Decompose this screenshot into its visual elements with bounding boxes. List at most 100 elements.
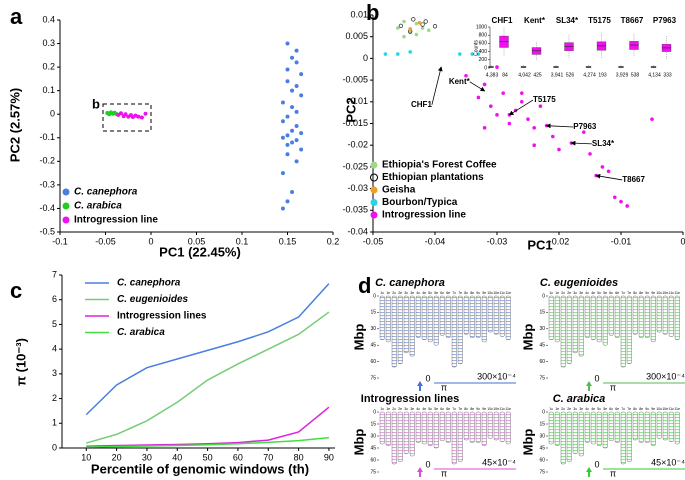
chromosome [644,295,650,338]
chromosome [475,411,481,443]
point [427,28,431,32]
scale-min: 0 [425,459,430,469]
point [285,79,290,84]
chromosome-label: 7e [458,407,462,411]
x-tick-label: 50 [203,452,213,462]
chromosome-label: 5e [603,291,607,295]
series-line [85,283,330,416]
legend-label: Introgression lines [117,311,207,322]
point [290,105,295,110]
inset-count: 425 [533,72,542,78]
inset-tick-label: 800 [479,33,488,39]
chromosome [650,295,656,343]
chromosome-label: 4e [422,407,426,411]
chromosome [433,411,439,449]
chromosome [499,295,505,337]
chromosome-label: 6e [446,407,450,411]
point [118,111,123,116]
chromosome [457,411,463,462]
point [408,27,413,31]
point [299,147,304,152]
point [396,26,400,30]
legend-label: Geisha [382,185,416,196]
point [123,112,128,117]
chromosome-label: 2e [398,291,402,295]
inset-count: 526 [566,72,575,78]
x-tick-label: 70 [263,452,273,462]
chromosome-label: 3e [410,407,414,411]
point [476,52,481,56]
y-tick-label: 15 [370,421,376,427]
chromosome-label: 6e [446,291,450,295]
y-tick-label: 30 [539,433,545,439]
zoom-label: b [92,96,100,111]
chromosome [397,411,403,462]
y-tick-label: -0.01 [347,96,368,106]
inset-tick-label: 1000 [476,24,487,30]
chromosome-label: 8e [639,291,643,295]
x-tick-label: 60 [233,452,243,462]
x-tick-label: -0.1 [52,236,68,246]
chromosome-label: 9e [651,407,655,411]
chromosome-label: 11c [668,407,674,411]
inset-count: 333 [663,72,672,78]
point [619,199,623,204]
inset-tick-label: 200 [479,57,488,63]
inset-count: 538 [631,72,640,78]
point [299,131,304,136]
point [507,121,512,126]
legend-swatch [62,216,70,224]
annotation-arrow [545,123,574,129]
chromosome [596,411,602,446]
y-tick-label: 60 [539,359,545,365]
point [420,22,425,27]
y-tick-label: 0.01 [350,9,368,19]
chromosome-label: 3c [404,291,408,295]
inset-tick-label: 0 [484,65,487,71]
point [383,52,388,56]
y-tick-label: 0 [542,293,545,299]
chromosome [415,295,421,338]
point [280,135,285,140]
chromosome-label: 7c [452,291,456,295]
chromosome-label: 5c [428,407,432,411]
point [294,60,299,65]
chromosome-label: 9c [476,291,480,295]
y-tick-label: 15 [539,310,545,316]
legend-swatch [370,161,378,169]
chromosome [620,411,626,465]
chromosome-label: 9c [645,407,649,411]
point [290,128,295,133]
x-tick-label: -0.01 [611,236,632,246]
chromosome-label: 5c [597,291,601,295]
chromosome [475,295,481,338]
chromosome [415,411,421,443]
point [423,19,428,24]
karyotype-title: C. eugenioides [540,277,618,289]
y-tick-label: 2 [52,393,57,403]
chromosome [505,295,511,340]
point [290,88,295,93]
point [420,26,425,30]
y-tick-label: 30 [539,326,545,332]
point [299,72,304,77]
y-tick-label: 60 [539,457,545,463]
chromosome-label: 10e [662,291,668,295]
chromosome-label: 8c [633,407,637,411]
chromosome [566,411,572,462]
chromosome-label: 1c [549,407,553,411]
y-tick-label: 75 [539,375,545,381]
y-tick-label: -0.025 [342,161,368,171]
x-tick-label: 0 [680,236,685,246]
y-tick-label: 30 [370,433,376,439]
chromosome [445,411,451,443]
chromosome [620,295,626,368]
point [285,152,290,157]
chromosome-label: 11e [505,291,511,295]
scale-symbol: π [441,468,447,478]
point [285,41,290,46]
x-tick-label: 10 [81,452,91,462]
chromosome [632,411,638,441]
box-body [629,41,639,50]
